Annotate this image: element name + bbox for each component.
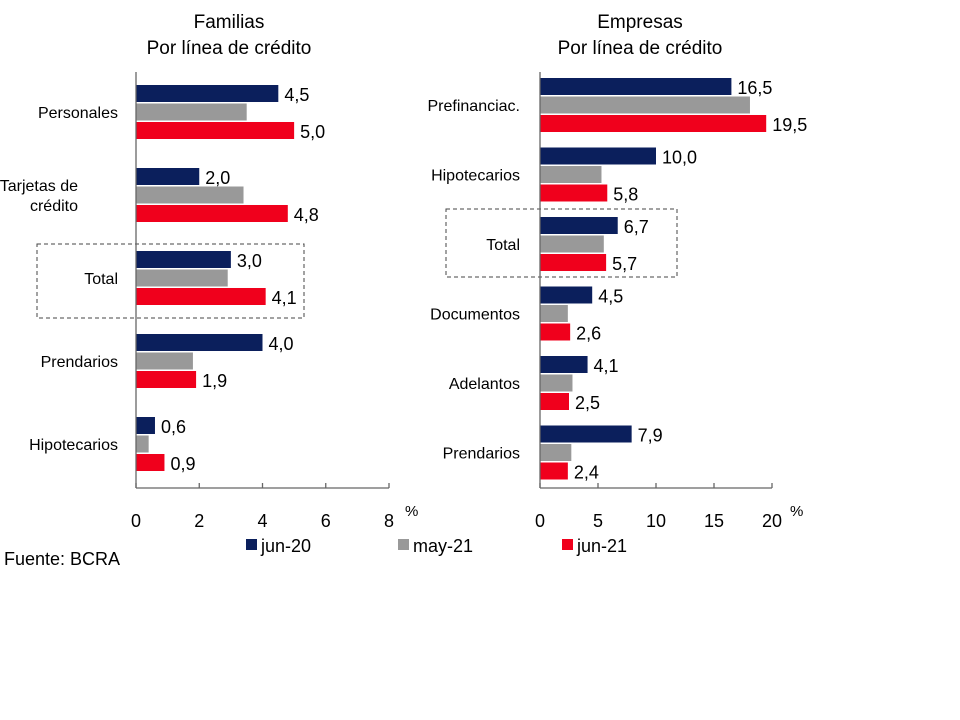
legend-swatch-jun-20 (246, 539, 257, 550)
bar-may-21 (540, 444, 572, 461)
bar-may-21 (540, 305, 568, 322)
bar-may-21 (136, 186, 244, 204)
bar-jun-21 (136, 122, 295, 139)
bar-may-21 (540, 235, 604, 253)
category-label: Total (486, 237, 520, 254)
category-label: Tarjetas de (0, 178, 78, 195)
x-tick-label: 5 (593, 511, 603, 531)
data-label: 7,9 (638, 426, 663, 446)
data-label: 16,5 (737, 78, 772, 98)
bar-jun-21 (136, 288, 266, 305)
data-label: 4,1 (594, 356, 619, 376)
legend-swatch-jun-21 (562, 539, 573, 550)
data-label: 5,7 (612, 254, 637, 274)
x-tick-label: 4 (257, 511, 267, 531)
category-label: crédito (30, 198, 78, 215)
panel-empresas: Empresas Por línea de crédito 16,519,5 Pref… (428, 12, 808, 531)
bar-jun-21 (540, 323, 571, 341)
x-axis-unit: % (790, 503, 803, 520)
panel-familias: Familias Por línea de crédito 4,5 5,0 Person… (0, 12, 418, 531)
legend-swatch-may-21 (398, 539, 409, 550)
category-label: Documentos (430, 307, 520, 324)
x-tick-label: 8 (384, 511, 394, 531)
bar-jun-20 (136, 251, 231, 268)
source-note: Fuente: BCRA (4, 549, 120, 569)
bar-may-21 (540, 96, 750, 114)
category-label: Prefinanciac. (428, 98, 521, 115)
bar-jun-20 (540, 78, 732, 95)
bar-may-21 (540, 166, 602, 183)
bar-jun-20 (540, 286, 593, 304)
bar-may-21 (136, 435, 149, 453)
x-tick-label: 2 (194, 511, 204, 531)
category-label: Hipotecarios (29, 437, 118, 454)
x-tick-label: 0 (131, 511, 141, 531)
category-label: Prendarios (41, 354, 118, 371)
bar-may-21 (136, 103, 247, 121)
x-tick-label: 6 (321, 511, 331, 531)
data-label: 5,8 (613, 185, 638, 205)
category-label: Total (84, 271, 118, 288)
bar-jun-21 (540, 462, 568, 480)
bar-jun-20 (136, 334, 263, 351)
x-tick-label: 20 (762, 511, 782, 531)
category-label: Personales (38, 105, 118, 122)
chart-title: Empresas (597, 12, 683, 33)
total-highlight-box (36, 243, 305, 319)
bar-jun-20 (540, 356, 588, 373)
bar-jun-21 (136, 454, 165, 471)
data-label: 4,5 (598, 287, 623, 307)
data-label: 4,0 (269, 334, 294, 354)
legend: jun-20 may-21 jun-21 (246, 536, 627, 556)
bar-jun-20 (136, 417, 155, 434)
x-tick-label: 0 (535, 511, 545, 531)
legend-label: jun-20 (260, 536, 311, 556)
data-label: 2,4 (574, 463, 599, 483)
data-label: 19,5 (772, 115, 807, 135)
data-label: 4,8 (294, 205, 319, 225)
legend-label: may-21 (413, 536, 473, 556)
data-label: 2,0 (205, 168, 230, 188)
data-label: 4,5 (284, 85, 309, 105)
bar-jun-21 (136, 371, 197, 388)
bar-jun-21 (540, 254, 607, 271)
data-label: 0,6 (161, 417, 186, 437)
total-highlight-box (445, 208, 678, 278)
bar-jun-21 (540, 184, 608, 202)
data-label: 3,0 (237, 251, 262, 271)
bar-jun-20 (136, 85, 279, 102)
x-tick-label: 10 (646, 511, 666, 531)
bar-jun-21 (136, 205, 288, 222)
legend-label: jun-21 (576, 536, 627, 556)
bar-may-21 (540, 374, 573, 392)
bar-jun-21 (540, 115, 767, 132)
data-label: 1,9 (202, 371, 227, 391)
bar-jun-20 (540, 147, 656, 165)
bar-may-21 (136, 352, 193, 370)
data-label: 2,6 (576, 324, 601, 344)
data-label: 4,1 (272, 288, 297, 308)
data-label: 0,9 (170, 454, 195, 474)
x-tick-label: 15 (704, 511, 724, 531)
category-label: Hipotecarios (431, 168, 520, 185)
chart-title: Familias (194, 12, 265, 33)
bar-jun-20 (136, 168, 200, 185)
chart-subtitle: Por línea de crédito (558, 38, 723, 59)
data-label: 2,5 (575, 393, 600, 413)
x-axis-unit: % (405, 503, 418, 520)
data-label: 6,7 (624, 217, 649, 237)
data-label: 5,0 (300, 122, 325, 142)
bar-jun-21 (540, 393, 569, 410)
bar-jun-20 (540, 217, 618, 234)
bar-may-21 (136, 269, 228, 287)
data-label: 10,0 (662, 148, 697, 168)
bar-jun-20 (540, 425, 632, 443)
category-label: Prendarios (443, 446, 520, 463)
category-label: Adelantos (449, 376, 520, 393)
chart-subtitle: Por línea de crédito (147, 38, 312, 59)
